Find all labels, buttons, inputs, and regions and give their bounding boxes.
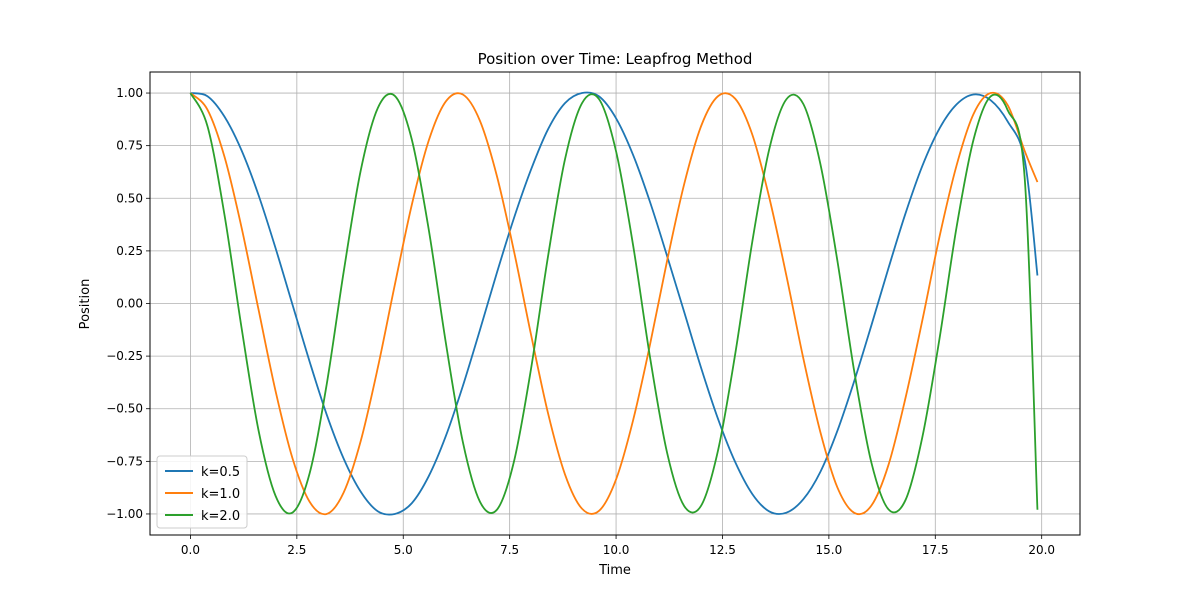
legend-box (156, 455, 248, 529)
legend-label: k=0.5 (201, 465, 240, 480)
y-tick-label: −1.00 (106, 507, 143, 521)
y-tick-label: −0.25 (106, 349, 143, 363)
x-tick-label: 17.5 (922, 543, 949, 557)
y-tick-label: −0.50 (106, 402, 143, 416)
x-tick-label: 12.5 (709, 543, 736, 557)
x-tick-label: 0.0 (181, 543, 200, 557)
x-tick-label: 20.0 (1028, 543, 1055, 557)
series-lines (189, 91, 1039, 516)
y-tick-label: −0.75 (106, 454, 143, 468)
legend-label: k=2.0 (201, 509, 240, 524)
legend-label: k=1.0 (201, 487, 240, 502)
x-tick-label: 2.5 (287, 543, 306, 557)
series-line-k=2.0 (189, 92, 1039, 515)
y-tick-label: 0.25 (116, 244, 143, 258)
x-tick-label: 7.5 (500, 543, 519, 557)
y-tick-label: 1.00 (116, 86, 143, 100)
legend: k=0.5 k=1.0 k=2.0 (156, 455, 248, 529)
series-line-k=1.0 (189, 91, 1039, 516)
y-tick-label: 0.00 (116, 297, 143, 311)
series-line-k=0.5 (190, 91, 1039, 516)
grid (150, 72, 1080, 535)
x-axis-label: Time (598, 563, 631, 578)
y-tick-label: 0.50 (116, 191, 143, 205)
y-tick-label: 0.75 (116, 139, 143, 153)
chart-title: Position over Time: Leapfrog Method (478, 50, 753, 68)
x-tick-label: 10.0 (603, 543, 630, 557)
x-tick-label: 5.0 (394, 543, 413, 557)
axis-ticks: 0.0 2.5 5.0 7.5 10.0 12.5 15.0 17.5 20.0 −1.00 −0.… (106, 86, 1055, 557)
x-tick-label: 15.0 (816, 543, 843, 557)
y-axis-label: Position (78, 279, 93, 330)
